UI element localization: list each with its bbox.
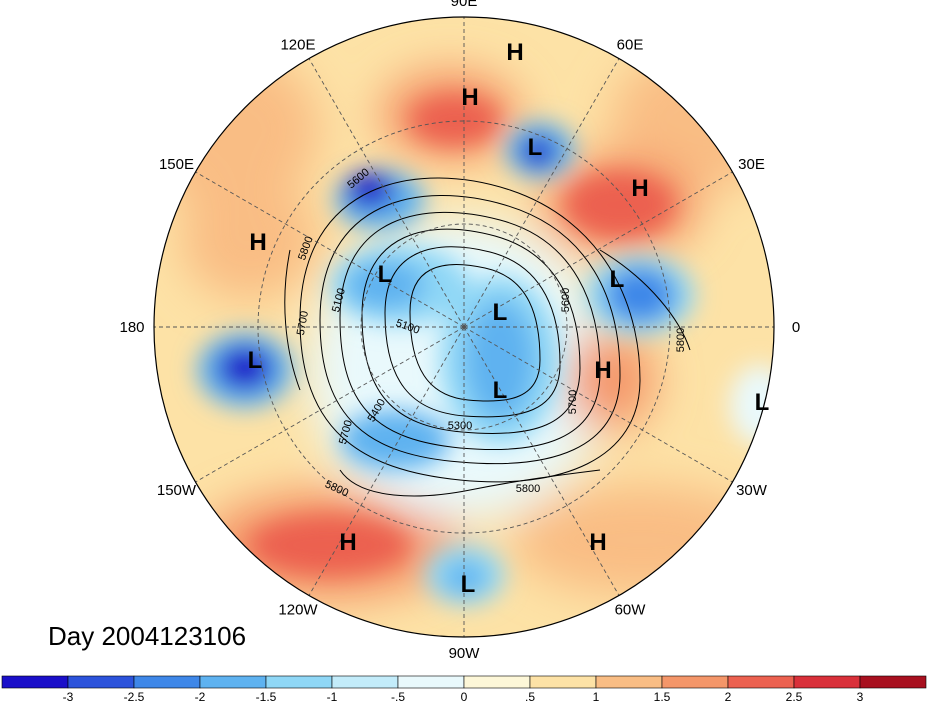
longitude-label: 30E — [738, 156, 765, 173]
low-pressure-marker: L — [528, 134, 543, 161]
colorbar-swatch — [595, 675, 663, 689]
colorbar-tick-label: -2.5 — [124, 690, 145, 702]
longitude-label: 30W — [736, 482, 768, 499]
longitude-label: 120W — [278, 601, 318, 618]
colorbar-swatch — [199, 675, 267, 689]
low-pressure-marker: L — [610, 266, 625, 293]
colorbar-swatch — [331, 675, 399, 689]
longitude-label: 90W — [449, 645, 481, 662]
high-pressure-marker: H — [339, 529, 356, 556]
meridians — [154, 17, 774, 637]
longitude-label: 60E — [617, 37, 644, 54]
colorbar-swatch — [397, 675, 465, 689]
colorbar-swatch — [661, 675, 729, 689]
meridian-line — [195, 171, 465, 328]
high-pressure-marker: H — [506, 39, 523, 66]
low-pressure-marker: L — [493, 299, 508, 326]
colorbar-swatch — [727, 675, 795, 689]
date-label: Day 2004123106 — [48, 621, 246, 651]
high-pressure-marker: H — [249, 229, 266, 256]
meridian-line — [463, 171, 733, 328]
colorbar-tick-label: 1 — [593, 690, 600, 702]
longitude-label: 180 — [119, 319, 144, 336]
high-pressure-marker: H — [589, 529, 606, 556]
colorbar-tick-label: -3 — [63, 690, 74, 702]
meridian-line — [463, 326, 620, 596]
colorbar-swatch — [529, 675, 597, 689]
high-pressure-marker: H — [461, 84, 478, 111]
colorbar-tick-label: -1.5 — [256, 690, 277, 702]
longitude-label: 120E — [280, 37, 315, 54]
high-pressure-marker: H — [249, 229, 266, 256]
meridian-line — [463, 58, 620, 328]
map-border — [153, 16, 775, 638]
contour-label: 5600 — [560, 288, 572, 312]
contour-label: 5300 — [448, 420, 472, 432]
colorbar-tick-label: 1.5 — [654, 690, 671, 702]
low-pressure-marker: L — [755, 389, 770, 416]
colorbar-swatch — [133, 675, 201, 689]
meridian-line — [308, 58, 465, 328]
colorbar-tick-label: -1 — [327, 690, 338, 702]
longitude-label: 0 — [792, 319, 800, 336]
colorbar-swatch — [265, 675, 333, 689]
colorbar-swatch — [859, 675, 927, 689]
low-pressure-marker: L — [493, 377, 508, 404]
meridian-line — [195, 326, 465, 483]
contour-label: 5800 — [516, 483, 540, 495]
low-pressure-marker: L — [461, 571, 476, 598]
contour-label: 5800 — [675, 328, 687, 352]
longitude-label: 60W — [615, 601, 647, 618]
meridian-line — [308, 326, 465, 596]
meridian-line — [463, 326, 733, 483]
colorbar-tick-label: .5 — [525, 690, 535, 702]
colorbar-tick-label: 0 — [461, 690, 468, 702]
contour-label: 5700 — [295, 310, 311, 336]
longitude-label: 90E — [451, 0, 478, 10]
colorbar-swatch — [1, 675, 69, 689]
low-pressure-marker: L — [493, 299, 508, 326]
low-pressure-marker: L — [378, 261, 393, 288]
longitude-label: 150W — [157, 482, 197, 499]
high-pressure-marker: H — [594, 357, 611, 384]
longitude-labels: 90E 60E 30E 0 30W 60W 90W 120W 150W 180 150E 120E — [119, 0, 800, 662]
colorbar-tick-label: -.5 — [391, 690, 405, 702]
contour-label: 5700 — [567, 390, 579, 414]
colorbar-tick-label: 3 — [857, 690, 864, 702]
colorbar-swatch — [793, 675, 861, 689]
low-pressure-marker: L — [248, 347, 263, 374]
colorbar-swatch — [463, 675, 531, 689]
longitude-label: 150E — [159, 156, 194, 173]
colorbar-swatch — [67, 675, 135, 689]
colorbar: -3 -2.5 -2 -1.5 -1 -.5 0 .5 1 1.5 2 2.5 3 — [1, 675, 927, 702]
colorbar-tick-label: -2 — [195, 690, 206, 702]
low-pressure-marker: L — [610, 266, 625, 293]
colorbar-tick-label: 2.5 — [786, 690, 803, 702]
high-pressure-marker: H — [631, 175, 648, 202]
colorbar-tick-label: 2 — [725, 690, 732, 702]
